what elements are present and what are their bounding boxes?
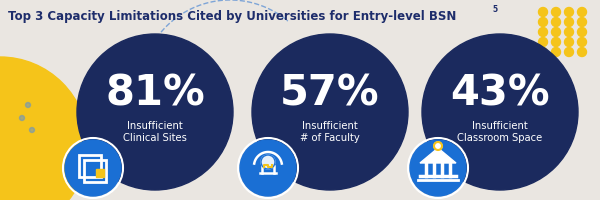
Circle shape — [577, 47, 587, 56]
Circle shape — [565, 38, 574, 46]
Text: Insufficient: Insufficient — [472, 121, 528, 131]
FancyBboxPatch shape — [96, 169, 104, 177]
Text: 43%: 43% — [450, 73, 550, 115]
Circle shape — [565, 7, 574, 17]
Text: Insufficient: Insufficient — [127, 121, 183, 131]
Text: Clinical Sites: Clinical Sites — [123, 133, 187, 143]
Text: 5: 5 — [492, 5, 497, 14]
Circle shape — [565, 27, 574, 36]
Circle shape — [551, 7, 560, 17]
Text: Classroom Space: Classroom Space — [457, 133, 542, 143]
Circle shape — [539, 18, 548, 26]
Circle shape — [77, 34, 233, 190]
Circle shape — [29, 128, 35, 132]
Circle shape — [565, 18, 574, 26]
Circle shape — [539, 38, 548, 46]
Circle shape — [577, 38, 587, 46]
Circle shape — [410, 140, 466, 196]
Circle shape — [25, 102, 31, 108]
Circle shape — [577, 18, 587, 26]
Circle shape — [551, 47, 560, 56]
Circle shape — [551, 27, 560, 36]
Circle shape — [261, 155, 275, 169]
Circle shape — [252, 34, 408, 190]
Text: 57%: 57% — [280, 73, 380, 115]
Text: Insufficient: Insufficient — [302, 121, 358, 131]
Circle shape — [577, 27, 587, 36]
Circle shape — [551, 38, 560, 46]
Circle shape — [0, 57, 88, 200]
Circle shape — [565, 47, 574, 56]
Text: 81%: 81% — [105, 73, 205, 115]
Circle shape — [539, 47, 548, 56]
Circle shape — [539, 27, 548, 36]
Circle shape — [65, 140, 121, 196]
Circle shape — [434, 142, 442, 150]
Circle shape — [551, 18, 560, 26]
Circle shape — [577, 7, 587, 17]
Circle shape — [19, 116, 25, 120]
Text: Top 3 Capacity Limitations Cited by Universities for Entry-level BSN: Top 3 Capacity Limitations Cited by Univ… — [8, 10, 457, 23]
Polygon shape — [420, 148, 456, 163]
Text: # of Faculty: # of Faculty — [300, 133, 360, 143]
Circle shape — [539, 7, 548, 17]
Circle shape — [422, 34, 578, 190]
Circle shape — [240, 140, 296, 196]
